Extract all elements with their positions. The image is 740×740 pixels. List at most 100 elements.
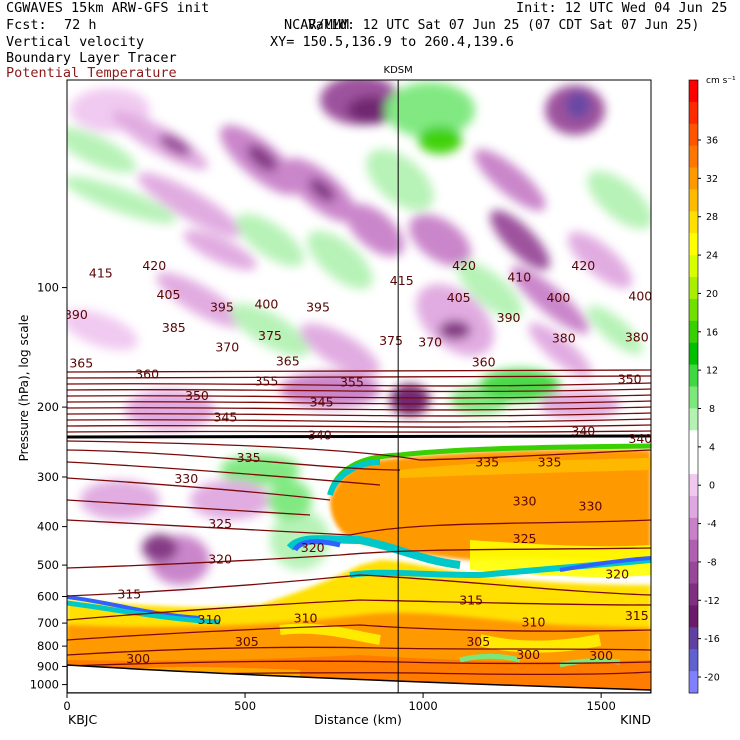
y-tick-label: 300 <box>37 470 59 484</box>
colorbar-tick-label: -8 <box>707 557 716 568</box>
theta-contour-label: 370 <box>418 334 442 349</box>
theta-contour-label: 310 <box>198 612 222 627</box>
theta-contour-label: 375 <box>258 328 282 343</box>
x-tick-label: 0 <box>63 699 70 713</box>
colorbar-tick-label: 32 <box>706 174 718 185</box>
model-title: CGWAVES 15km ARW-GFS init <box>6 0 210 16</box>
theta-contour-label: 310 <box>522 614 546 629</box>
field-label-potential-temperature: Potential Temperature <box>6 65 177 81</box>
colorbar-frame <box>688 79 699 694</box>
colorbar-unit: cm s⁻¹ <box>706 76 736 86</box>
theta-contour-label: 315 <box>117 587 141 602</box>
colorbar-swatch <box>689 233 698 256</box>
theta-contour-label: 300 <box>589 648 613 663</box>
y-tick-label: 800 <box>37 639 59 653</box>
colorbar-swatch <box>689 189 698 212</box>
y-axis-label: Pressure (hPa), log scale <box>17 315 31 462</box>
y-tick-label: 200 <box>37 400 59 414</box>
colorbar-tick-label: 4 <box>709 442 715 453</box>
theta-contour-label: 410 <box>507 269 531 284</box>
colorbar-swatch <box>689 671 698 694</box>
theta-contour-label: 300 <box>516 647 540 662</box>
organization: NCAR/MMM <box>284 17 350 33</box>
theta-contour-label: 310 <box>294 611 318 626</box>
colorbar-tick-label: 0 <box>709 481 715 492</box>
x-tick-label: 1500 <box>587 699 616 713</box>
theta-contour-label: 375 <box>379 333 403 348</box>
colorbar-swatch <box>689 342 698 366</box>
field-label-boundary-layer-tracer: Boundary Layer Tracer <box>6 50 177 66</box>
theta-contour-label: 315 <box>459 592 483 607</box>
theta-contour-label: 320 <box>208 551 232 566</box>
theta-contour-label: 340 <box>628 431 652 446</box>
colorbar-swatch <box>689 517 698 541</box>
colorbar-swatch <box>689 277 698 300</box>
colorbar-tick-label: -4 <box>707 519 716 530</box>
theta-contour-label: 345 <box>310 394 334 409</box>
theta-contour-label: 395 <box>306 300 330 315</box>
colorbar-swatch <box>689 474 698 497</box>
theta-contour-label: 380 <box>552 331 576 346</box>
theta-contour-label: 380 <box>625 329 649 344</box>
right-station-label: KIND <box>620 712 651 727</box>
y-tick-label: 700 <box>37 616 59 630</box>
potential-temperature-contours <box>67 369 651 677</box>
colorbar-swatch <box>689 649 698 672</box>
theta-contour-label: 340 <box>308 427 332 442</box>
colorbar: 36 32 28 24 20 16 12 8 4 0 -4 -8 -12 -16 -20 <box>688 79 720 694</box>
theta-contour-label: 300 <box>126 651 150 666</box>
colorbar-swatch <box>689 364 698 387</box>
colorbar-swatch <box>689 452 698 475</box>
theta-contour-label: 405 <box>447 290 471 305</box>
colorbar-swatch <box>689 408 698 431</box>
left-station-label: KBJC <box>68 712 97 727</box>
station-marker-label: KDSM <box>384 65 413 76</box>
colorbar-tick-label: -16 <box>704 634 720 645</box>
valid-time: Valid: 12 UTC Sat 07 Jun 25 (07 CDT Sat … <box>308 18 700 33</box>
theta-contour-label: 400 <box>546 290 570 305</box>
theta-contour-label: 400 <box>254 297 278 312</box>
theta-contour-label: 315 <box>625 608 649 623</box>
colorbar-tick-label: 24 <box>706 251 718 262</box>
terrain-surface <box>67 664 651 693</box>
x-axis-label: Distance (km) <box>314 712 402 727</box>
theta-contour-label: 345 <box>214 410 238 425</box>
colorbar-tick-label: -12 <box>704 596 720 607</box>
y-axis: 100 200 300 400 500 600 700 800 900 1000 <box>30 281 67 692</box>
colorbar-swatch <box>689 561 698 585</box>
theta-contour-label: 355 <box>340 375 364 390</box>
theta-contour-label: 335 <box>237 450 261 465</box>
colorbar-swatch <box>689 605 698 628</box>
colorbar-tick-label: 16 <box>706 327 718 338</box>
theta-contour-label: 340 <box>571 424 595 439</box>
theta-contour-label: 420 <box>571 258 595 273</box>
y-tick-label: 600 <box>37 590 59 604</box>
colorbar-swatch <box>689 145 698 169</box>
theta-contour-label: 350 <box>185 388 209 403</box>
theta-contour-label: 330 <box>579 499 603 514</box>
theta-contour-label: 330 <box>513 494 537 509</box>
theta-contour-label: 335 <box>475 455 499 470</box>
x-tick-label: 500 <box>234 699 256 713</box>
theta-contour-label: 325 <box>208 516 232 531</box>
colorbar-swatch <box>689 80 698 103</box>
y-tick-label: 400 <box>37 520 59 534</box>
colorbar-tick-label: 36 <box>706 136 718 147</box>
boundary-layer-tracer-field <box>67 443 651 693</box>
colorbar-swatch <box>689 495 698 519</box>
theta-contour-label: 420 <box>452 258 476 273</box>
forecast-label: Fcst: <box>6 17 47 33</box>
colorbar-swatch <box>689 583 698 606</box>
colorbar-swatch <box>689 627 698 650</box>
theta-contour-label: 370 <box>215 339 239 354</box>
colorbar-swatch <box>689 167 698 190</box>
colorbar-swatch <box>689 320 698 344</box>
colorbar-swatch <box>689 539 698 563</box>
y-tick-label: 900 <box>37 659 59 673</box>
theta-contour-label: 330 <box>174 471 198 486</box>
theta-contour-label: 360 <box>135 366 159 381</box>
theta-contour-label: 395 <box>210 300 234 315</box>
colorbar-swatch <box>689 123 698 147</box>
y-tick-label: 1000 <box>30 678 59 692</box>
theta-contour-label: 415 <box>89 266 113 281</box>
